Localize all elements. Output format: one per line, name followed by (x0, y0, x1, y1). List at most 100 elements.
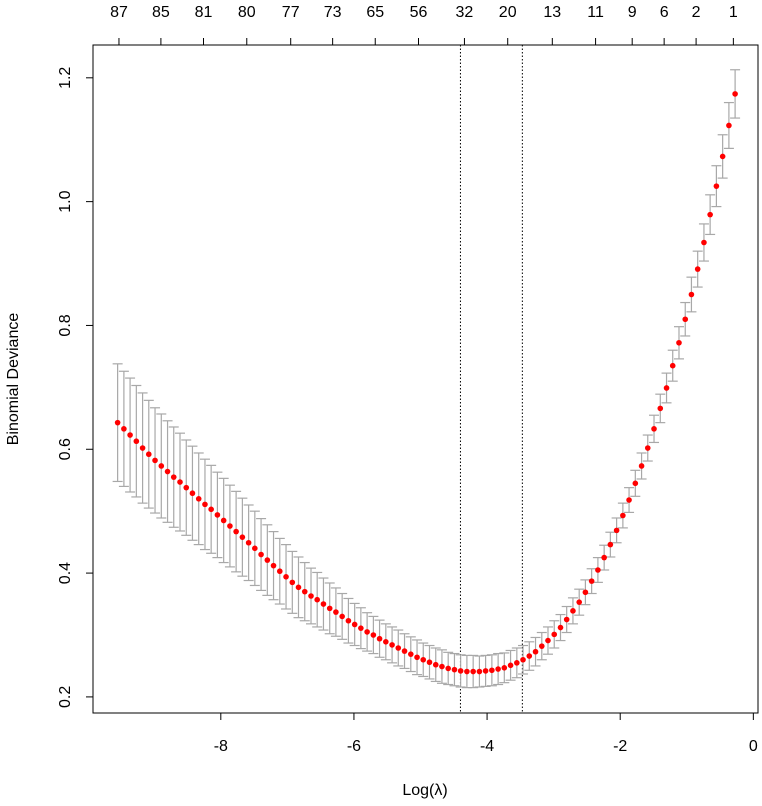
point (289, 579, 296, 586)
point (732, 91, 738, 97)
point (613, 527, 620, 534)
point (470, 668, 476, 675)
point (370, 632, 377, 638)
point (451, 666, 458, 673)
point (426, 659, 433, 666)
point (270, 562, 277, 569)
point (545, 637, 551, 644)
point (308, 593, 314, 599)
top-tick-label: 6 (660, 4, 669, 21)
top-tick-label: 2 (692, 4, 701, 21)
point (177, 479, 183, 485)
point (719, 153, 726, 160)
point (595, 567, 601, 573)
point (464, 668, 470, 675)
point (133, 438, 140, 445)
top-tick-label: 77 (282, 4, 300, 21)
top-tick-label: 20 (499, 4, 517, 21)
point (588, 578, 595, 584)
point (482, 668, 489, 674)
point (726, 122, 732, 129)
point (551, 631, 558, 638)
x-axis-label: Log(λ) (402, 782, 447, 799)
point (495, 666, 501, 672)
point (669, 362, 676, 369)
point (233, 528, 239, 535)
point (239, 534, 246, 540)
top-tick-label: 11 (587, 4, 604, 21)
point (127, 432, 133, 438)
point (351, 621, 358, 628)
point (507, 662, 514, 669)
point (570, 608, 576, 614)
point (514, 660, 520, 666)
point (389, 642, 395, 648)
point (276, 568, 283, 575)
point (145, 451, 152, 458)
point (501, 665, 508, 671)
point (264, 557, 271, 563)
point (489, 667, 495, 674)
point (538, 643, 545, 649)
point (295, 584, 302, 591)
point (526, 653, 533, 659)
point (457, 668, 464, 674)
point (476, 668, 483, 675)
point (694, 266, 701, 272)
point (301, 588, 308, 595)
point (202, 501, 208, 508)
top-tick-label: 80 (238, 4, 256, 21)
point (445, 665, 451, 672)
point (170, 474, 177, 480)
point (414, 654, 420, 661)
point (258, 551, 264, 558)
point (139, 445, 146, 451)
point (227, 523, 233, 529)
point (333, 609, 339, 615)
point (121, 426, 127, 432)
point (339, 613, 345, 620)
top-tick-label: 81 (195, 4, 213, 21)
point (701, 239, 707, 246)
plot-frame (92, 44, 759, 714)
point (364, 629, 370, 635)
x-tick-label: -4 (480, 738, 494, 755)
point (358, 625, 364, 631)
point (582, 589, 589, 596)
y-tick-label: 1.0 (57, 190, 74, 212)
point (383, 639, 389, 645)
y-tick-label: 0.8 (57, 314, 74, 336)
point (345, 617, 352, 624)
point (314, 596, 320, 603)
x-tick-label: -6 (347, 738, 361, 755)
point (214, 512, 221, 518)
point (439, 663, 445, 670)
top-tick-label: 85 (152, 4, 170, 21)
point (114, 419, 121, 426)
point (682, 316, 689, 323)
point (626, 497, 632, 503)
point (601, 554, 607, 561)
point (252, 545, 258, 552)
top-tick-label: 1 (729, 4, 738, 21)
point (676, 339, 682, 346)
point (620, 512, 626, 519)
top-tick-label: 13 (543, 4, 561, 21)
x-tick-label: -8 (214, 738, 228, 755)
point (164, 468, 171, 475)
point (688, 291, 695, 298)
point (432, 661, 439, 668)
point (663, 385, 670, 391)
y-tick-label: 1.2 (57, 67, 74, 89)
point (152, 457, 158, 464)
point (651, 426, 657, 432)
point (376, 635, 383, 642)
point (407, 651, 414, 657)
point (557, 624, 564, 631)
top-tick-label: 65 (366, 4, 384, 21)
x-tick-label: -2 (613, 738, 627, 755)
y-axis-label: Binomial Deviance (5, 313, 22, 446)
y-tick-label: 0.6 (57, 438, 74, 460)
point (195, 495, 202, 502)
